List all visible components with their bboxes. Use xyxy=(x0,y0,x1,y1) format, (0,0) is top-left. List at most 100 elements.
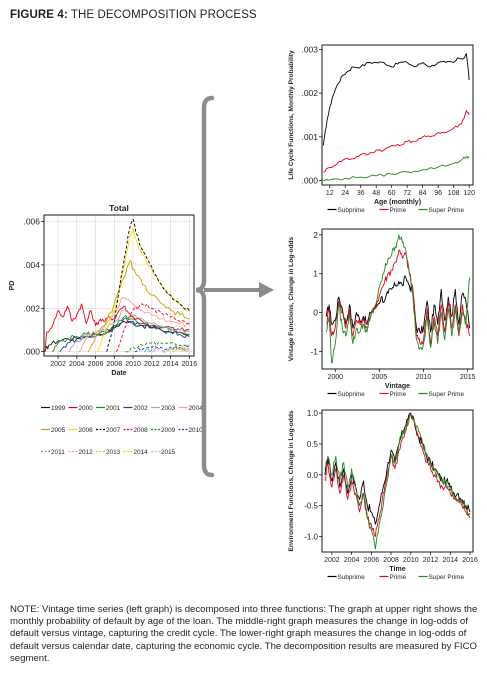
series-group xyxy=(324,412,471,550)
legend-label: Prime xyxy=(390,574,407,581)
legend-label: 2014 xyxy=(134,449,149,456)
x-tick-label: 96 xyxy=(434,190,442,197)
legend-label: Super Prime xyxy=(429,391,465,398)
x-tick-label: 12 xyxy=(326,190,334,197)
y-tick-label: 2 xyxy=(313,230,318,240)
y-tick-label: -0.5 xyxy=(304,502,318,511)
legend-label: 2005 xyxy=(51,427,66,434)
series-line-2002 xyxy=(59,317,190,352)
legend-label: Super Prime xyxy=(429,574,465,581)
legend-label: Subprime xyxy=(338,391,366,398)
series-group xyxy=(44,218,190,354)
x-tick-label: 36 xyxy=(357,190,365,197)
x-tick-label: 108 xyxy=(448,190,460,197)
chart-environment: 2002 2004 2006 2008 2010 2012 2014 2016-1.0-0.5… xyxy=(288,409,478,581)
legend-label: 2009 xyxy=(161,427,176,434)
x-tick-label: 2012 xyxy=(144,361,160,368)
x-tick-label: 60 xyxy=(388,190,396,197)
x-axis-label: Time xyxy=(389,566,405,573)
figure-title-text: THE DECOMPOSITION PROCESS xyxy=(70,9,257,21)
x-tick-label: 2004 xyxy=(69,361,85,368)
series-line-super-prime xyxy=(323,156,470,181)
legend-label: Subprime xyxy=(338,207,366,214)
x-tick-label: 2004 xyxy=(344,557,360,564)
y-tick-label: .000 xyxy=(23,347,40,357)
series-line-2006 xyxy=(96,227,190,352)
y-tick-label: -1 xyxy=(310,347,318,357)
legend-label: 2011 xyxy=(51,449,65,456)
legend-label: 2004 xyxy=(189,405,204,412)
x-tick-label: 2008 xyxy=(107,361,123,368)
series-line-subprime xyxy=(324,412,471,525)
plot-frame xyxy=(43,214,195,357)
y-tick-label: 0 xyxy=(313,308,318,318)
x-tick-label: 2005 xyxy=(372,374,388,381)
figure-label: FIGURE 4: xyxy=(10,9,68,21)
chart-lifecycle: 12 24 36 48 60 72 84 96 108 120 .000 .001 .002 .003 Ag… xyxy=(288,44,475,214)
series-line-2013 xyxy=(162,346,190,354)
y-tick-label: .001 xyxy=(301,132,318,142)
legend-label: 2008 xyxy=(134,427,149,434)
y-tick-label: .000 xyxy=(301,176,318,186)
x-tick-label: 2016 xyxy=(462,557,478,564)
x-axis-label: Date xyxy=(111,370,126,377)
series-line-2004 xyxy=(78,296,190,353)
series-line-prime xyxy=(323,110,470,173)
legend-label: 2015 xyxy=(161,449,176,456)
figure-title: FIGURE 4: THE DECOMPOSITION PROCESS xyxy=(10,9,257,21)
series-line-2001 xyxy=(52,315,190,353)
legend-label: Prime xyxy=(390,207,407,214)
x-tick-label: 2016 xyxy=(182,361,198,368)
x-tick-label: 2015 xyxy=(460,374,476,381)
x-tick-label: 2012 xyxy=(423,557,439,564)
series-line-2015 xyxy=(181,348,190,353)
series-line-2007 xyxy=(106,218,190,352)
series-line-2003 xyxy=(68,309,190,352)
y-axis-label: Vintage Functions, Change in Log-odds xyxy=(288,236,295,361)
series-group xyxy=(325,234,470,364)
y-tick-label: .003 xyxy=(301,44,318,54)
y-tick-label: 0.0 xyxy=(307,471,319,480)
y-tick-label: .006 xyxy=(23,217,40,227)
x-tick-label: 120 xyxy=(463,190,475,197)
bracket xyxy=(195,95,215,478)
x-tick-label: 2014 xyxy=(443,557,459,564)
x-tick-label: 2014 xyxy=(163,361,179,368)
decomposition-connector xyxy=(195,95,274,478)
y-tick-label: 1.0 xyxy=(307,409,319,418)
legend-label: Prime xyxy=(390,391,407,398)
x-tick-label: 2002 xyxy=(324,557,340,564)
legend-label: 2002 xyxy=(134,405,149,412)
legend-label: 2007 xyxy=(106,427,121,434)
arrow-head xyxy=(259,282,274,298)
x-tick-label: 2006 xyxy=(364,557,380,564)
y-tick-label: .002 xyxy=(301,88,318,98)
series-line-subprime xyxy=(322,53,470,146)
figure-note: NOTE: Vintage time series (left graph) i… xyxy=(10,604,478,664)
legend-label: 2010 xyxy=(189,427,204,434)
y-axis-label: PD xyxy=(9,281,16,291)
legend-label: 2012 xyxy=(79,449,94,456)
y-tick-label: .002 xyxy=(23,303,40,313)
y-tick-label: .004 xyxy=(23,260,40,270)
chart-total: 2002 2004 2006 2008 2010 2012 2014 2016.000.002… xyxy=(9,203,203,456)
y-tick-label: 1 xyxy=(313,269,318,279)
chart-title: Total xyxy=(109,203,129,213)
plot-frame xyxy=(321,228,474,370)
legend-label: 2013 xyxy=(106,449,121,456)
y-tick-label: 0.5 xyxy=(307,440,319,449)
x-tick-label: 2000 xyxy=(327,374,343,381)
x-tick-label: 24 xyxy=(341,190,349,197)
legend-label: 2000 xyxy=(79,405,94,412)
series-group xyxy=(322,53,470,181)
series-line-2010 xyxy=(134,344,190,353)
x-tick-label: 2010 xyxy=(403,557,419,564)
x-tick-label: 2010 xyxy=(125,361,141,368)
y-axis-label: Environment Functions, Change in Log-odd… xyxy=(288,410,295,551)
x-tick-label: 48 xyxy=(372,190,380,197)
y-tick-label: -1.0 xyxy=(304,533,318,542)
series-line-prime xyxy=(324,412,471,538)
x-axis-label: Vintage xyxy=(385,383,410,390)
x-tick-label: 2008 xyxy=(383,557,399,564)
plot-frame xyxy=(321,44,474,186)
